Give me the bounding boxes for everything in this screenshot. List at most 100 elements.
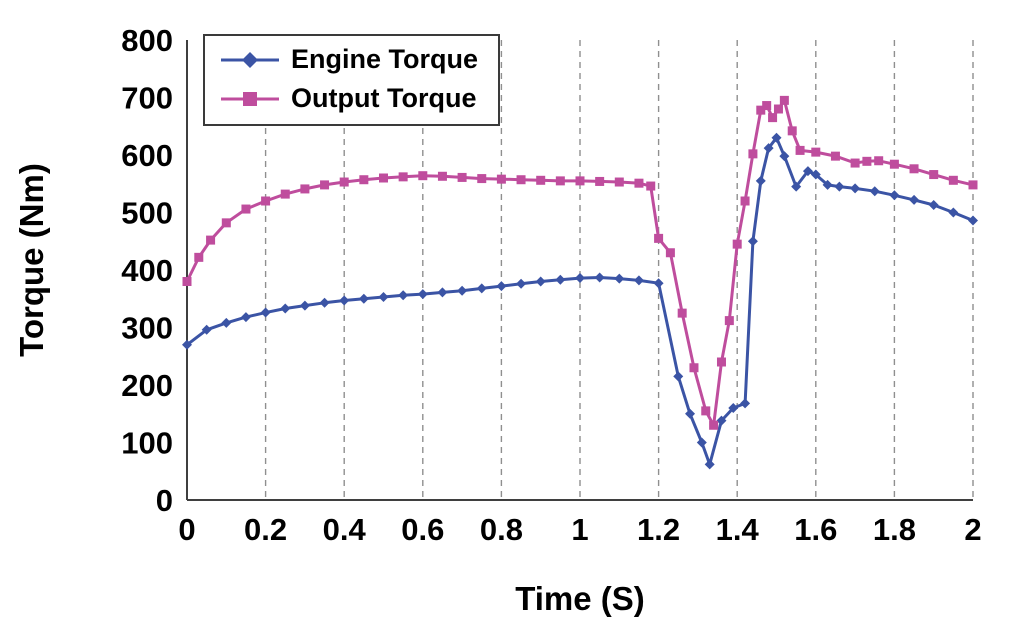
- square-marker-icon: [206, 235, 216, 245]
- diamond-marker-icon: [704, 459, 715, 470]
- diamond-marker-icon: [516, 278, 527, 289]
- square-marker-icon: [748, 149, 758, 159]
- legend: Engine Torque Output Torque: [203, 34, 500, 126]
- square-marker-icon: [787, 126, 797, 136]
- square-marker-icon: [756, 105, 766, 115]
- square-marker-icon: [457, 172, 467, 182]
- diamond-marker-icon: [747, 236, 758, 247]
- legend-item-output-torque: Output Torque: [219, 83, 478, 114]
- diamond-marker-icon: [791, 181, 802, 192]
- diamond-marker-icon: [476, 283, 487, 294]
- square-marker-icon: [536, 175, 546, 185]
- square-marker-icon: [595, 176, 605, 186]
- square-marker-icon: [709, 420, 719, 430]
- diamond-marker-icon: [802, 166, 813, 177]
- diamond-marker-icon: [653, 278, 664, 289]
- square-marker-icon: [320, 180, 330, 190]
- x-tick-label: 1.2: [637, 512, 680, 547]
- diamond-marker-icon: [299, 300, 310, 311]
- diamond-marker-icon: [889, 190, 900, 201]
- legend-label-engine-torque: Engine Torque: [291, 44, 478, 74]
- diamond-marker-icon: [869, 186, 880, 197]
- square-marker-icon: [889, 159, 899, 169]
- y-axis-title: Torque (Nm): [13, 163, 50, 357]
- y-tick-label: 400: [121, 253, 173, 288]
- y-tick-label: 600: [121, 138, 173, 173]
- x-tick-label: 0.6: [401, 512, 444, 547]
- diamond-marker-icon: [575, 273, 585, 284]
- square-marker-icon: [795, 145, 805, 155]
- square-marker-icon: [874, 156, 884, 166]
- diamond-marker-icon: [685, 408, 696, 419]
- diamond-marker-icon: [417, 289, 428, 300]
- diamond-marker-icon: [779, 151, 790, 162]
- diamond-marker-icon: [182, 339, 192, 350]
- square-marker-icon: [575, 176, 585, 186]
- diamond-marker-icon: [810, 169, 821, 180]
- diamond-marker-icon: [948, 207, 959, 218]
- diamond-marker-icon: [834, 181, 845, 192]
- square-marker-icon: [182, 277, 192, 286]
- diamond-marker-icon: [221, 317, 232, 328]
- engine-torque-swatch-icon: [221, 51, 279, 68]
- square-marker-icon: [850, 158, 860, 168]
- square-marker-icon: [614, 177, 624, 187]
- square-marker-icon: [646, 181, 656, 191]
- diamond-marker-icon: [594, 272, 605, 283]
- y-tick-label: 200: [121, 368, 173, 403]
- y-tick-label: 0: [156, 483, 173, 518]
- square-marker-icon: [732, 239, 742, 249]
- diamond-marker-icon: [358, 293, 369, 304]
- y-tick-label: 100: [121, 426, 173, 461]
- diamond-marker-icon: [763, 143, 774, 154]
- square-marker-icon: [359, 175, 369, 185]
- diamond-marker-icon: [496, 281, 507, 292]
- y-tick-label: 800: [121, 23, 173, 58]
- legend-item-engine-torque: Engine Torque: [219, 44, 478, 75]
- square-marker-icon: [701, 406, 711, 416]
- square-marker-icon: [677, 308, 687, 318]
- square-marker-icon: [496, 174, 506, 184]
- diamond-marker-icon: [398, 290, 409, 301]
- square-marker-icon: [339, 177, 349, 187]
- x-tick-label: 1.4: [716, 512, 760, 547]
- diamond-marker-icon: [555, 274, 566, 285]
- square-marker-icon: [724, 316, 734, 326]
- square-marker-icon: [773, 104, 783, 114]
- square-marker-icon: [716, 357, 726, 367]
- diamond-marker-icon: [240, 312, 251, 323]
- square-marker-icon: [243, 91, 257, 106]
- square-marker-icon: [929, 170, 939, 180]
- square-marker-icon: [948, 175, 958, 185]
- x-axis-title: Time (S): [515, 580, 645, 617]
- diamond-marker-icon: [968, 215, 978, 226]
- square-marker-icon: [634, 178, 644, 188]
- x-tick-label: 1.6: [794, 512, 837, 547]
- diamond-marker-icon: [280, 303, 291, 314]
- output-torque-swatch-icon: [221, 91, 279, 106]
- diamond-marker-icon: [822, 179, 833, 190]
- square-marker-icon: [689, 363, 699, 373]
- diamond-marker-icon: [437, 287, 448, 298]
- square-marker-icon: [740, 196, 750, 206]
- square-marker-icon: [762, 101, 772, 111]
- square-marker-icon: [779, 95, 789, 105]
- diamond-marker-icon: [535, 276, 546, 287]
- square-marker-icon: [665, 248, 675, 258]
- diamond-marker-icon: [928, 200, 939, 211]
- diamond-marker-icon: [260, 307, 271, 318]
- square-marker-icon: [811, 147, 821, 157]
- y-tick-label: 300: [121, 311, 173, 346]
- diamond-marker-icon: [696, 437, 707, 448]
- diamond-marker-icon: [728, 403, 739, 413]
- square-marker-icon: [516, 175, 526, 185]
- square-marker-icon: [830, 151, 840, 161]
- diamond-marker-icon: [909, 194, 920, 205]
- square-marker-icon: [909, 164, 919, 174]
- square-marker-icon: [768, 113, 778, 123]
- x-tick-label: 1.8: [873, 512, 916, 547]
- diamond-marker-icon: [201, 324, 212, 335]
- square-marker-icon: [654, 233, 664, 243]
- diamond-marker-icon: [319, 297, 330, 308]
- square-marker-icon: [241, 204, 251, 214]
